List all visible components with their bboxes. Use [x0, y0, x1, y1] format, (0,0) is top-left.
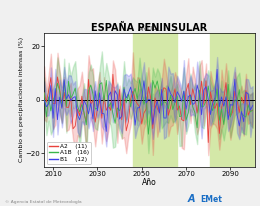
Text: EMet: EMet — [200, 195, 222, 204]
Text: ANUAL: ANUAL — [138, 26, 161, 32]
Y-axis label: Cambio en precipitaciones intensas (%): Cambio en precipitaciones intensas (%) — [19, 37, 24, 163]
Text: A: A — [187, 194, 195, 204]
Title: ESPAÑA PENINSULAR: ESPAÑA PENINSULAR — [91, 23, 208, 33]
Text: © Agencia Estatal de Meteorología: © Agencia Estatal de Meteorología — [5, 200, 82, 204]
Bar — [133, 33, 177, 167]
Bar — [210, 33, 255, 167]
Legend: A2    (11), A1B   (16), B1    (12): A2 (11), A1B (16), B1 (12) — [47, 142, 92, 164]
X-axis label: Año: Año — [142, 178, 157, 187]
